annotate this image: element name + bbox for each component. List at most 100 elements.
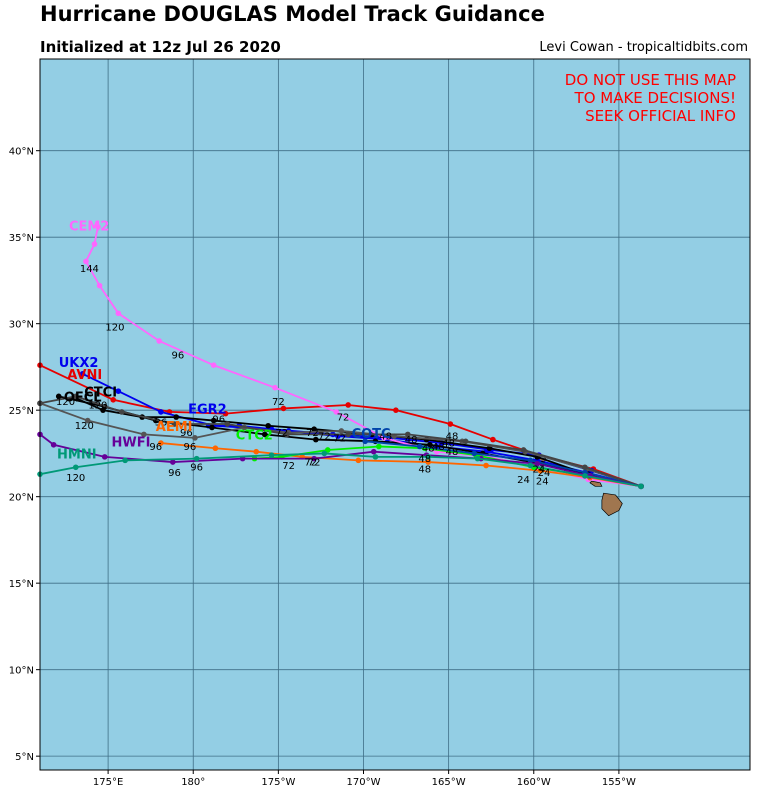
model-label-ofcl: OFCL [64, 391, 102, 406]
lon-tick-label: 155°W [602, 777, 636, 788]
track-point [404, 431, 411, 438]
track-point [193, 455, 200, 462]
forecast-hour-label: 96 [172, 350, 185, 361]
track-point [171, 421, 178, 427]
lon-tick-label: 170°W [347, 777, 381, 788]
forecast-hour-label: 72 [275, 428, 288, 439]
track-point [118, 409, 125, 415]
track-point [321, 450, 328, 457]
track-line-hmni [39, 452, 642, 488]
track-point [471, 450, 477, 457]
model-label-hmni: HMNI [57, 448, 97, 463]
track-point [582, 473, 588, 479]
warning-line: SEEK OFFICIAL INFO [585, 107, 736, 125]
track-point [261, 431, 268, 438]
model-label-egr2: EGR2 [188, 403, 227, 418]
track-point [268, 452, 275, 458]
track-point [84, 417, 91, 424]
track-point [333, 409, 340, 415]
lat-tick-label: 30°N [9, 320, 34, 331]
track-point [55, 393, 62, 400]
forecast-hour-label: 72 [272, 397, 285, 408]
track-point [362, 438, 369, 445]
track-point [284, 431, 290, 438]
forecast-hour-label: 48 [405, 435, 418, 446]
forecast-hour-label: 72 [337, 413, 350, 424]
track-point [313, 436, 319, 443]
lon-tick-label: 175°W [261, 777, 295, 788]
track-point [83, 258, 89, 265]
track-point [101, 454, 108, 460]
track-point [110, 396, 117, 403]
lon-tick-label: 175°E [93, 777, 123, 788]
forecast-hour-label: 96 [168, 468, 181, 479]
track-point [91, 241, 98, 247]
lat-tick-label: 35°N [9, 233, 34, 244]
forecast-hour-label: 96 [212, 414, 225, 425]
track-point [72, 464, 79, 471]
model-label-hwfi: HWFI [112, 436, 151, 451]
track-point [253, 448, 260, 455]
lat-tick-label: 10°N [9, 666, 34, 677]
track-point [483, 462, 489, 469]
forecast-hour-label: 48 [418, 464, 431, 475]
track-point [462, 438, 469, 445]
track-point [474, 455, 481, 462]
forecast-hour-label: 120 [88, 400, 107, 411]
track-line-cotc [365, 440, 642, 488]
forecast-hour-label: 96 [155, 418, 168, 429]
track-point [416, 443, 423, 450]
forecast-hour-label: 72 [304, 458, 317, 469]
track-point [173, 414, 180, 420]
model-tracks [37, 224, 644, 490]
forecast-hour-label: 24 [536, 477, 549, 488]
track-point [311, 426, 317, 433]
track-point [280, 405, 287, 412]
track-point [95, 224, 101, 230]
forecast-hour-label: 120 [56, 397, 75, 408]
track-point [381, 435, 387, 441]
track-point [212, 445, 219, 452]
forecast-hour-label: 72 [318, 432, 331, 443]
track-point [338, 428, 345, 434]
track-point [170, 459, 176, 465]
forecast-hour-label: 96 [149, 442, 162, 453]
ocean [40, 59, 750, 770]
forecast-hour-label: 24 [538, 468, 551, 479]
model-label-cem2: CEM2 [69, 219, 109, 234]
lat-tick-label: 20°N [9, 493, 34, 504]
map-frame [39, 58, 751, 771]
forecast-hour-label: 120 [105, 323, 124, 334]
forecast-hour-label: 48 [446, 432, 459, 443]
forecast-hour-label: 48 [379, 432, 392, 443]
track-point [345, 402, 351, 408]
lat-tick-label: 15°N [9, 579, 34, 590]
track-point [527, 457, 534, 464]
forecast-hour-label: 72 [308, 458, 321, 469]
track-point [158, 440, 164, 446]
track-point [122, 457, 128, 464]
model-label-aemi: AEMI [156, 420, 193, 435]
track-point [370, 448, 377, 455]
lat-tick-label: 5°N [15, 752, 34, 763]
forecast-hour-label: 48 [418, 454, 431, 465]
track-point [192, 435, 198, 441]
track-point [209, 424, 215, 431]
track-point [527, 462, 534, 469]
forecast-hour-label: 72 [282, 461, 295, 472]
track-point [638, 483, 644, 490]
forecast-hour-label: 24 [533, 464, 546, 475]
track-point [115, 388, 122, 394]
forecast-hour-label: 96 [180, 428, 193, 439]
forecast-hour-label: 96 [190, 463, 203, 474]
track-point [372, 454, 379, 460]
forecast-hour-label: 24 [517, 475, 530, 486]
track-point [210, 362, 217, 368]
model-label-avni: AVNI [67, 368, 102, 383]
forecast-hour-label: 48 [442, 439, 455, 450]
track-point [222, 410, 229, 417]
track-point [79, 371, 86, 377]
forecast-hour-label: 48 [422, 444, 435, 455]
